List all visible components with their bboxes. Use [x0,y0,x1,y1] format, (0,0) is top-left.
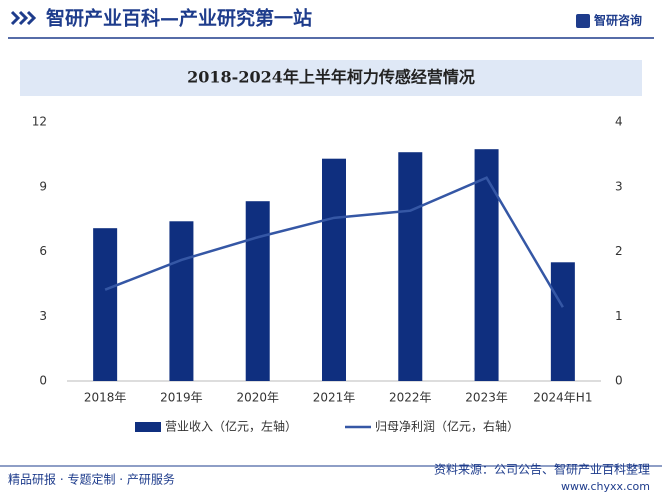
bar [169,221,194,381]
footer-source: 资料来源：公司公告、智研产业百科整理 [434,462,650,477]
x-tick-label: 2022年 [389,391,432,405]
bar [398,152,423,381]
y2-tick-label: 2 [615,244,623,258]
chart-title: 2018-2024年上半年柯力传感经营情况 [187,68,475,87]
y2-tick-label: 3 [615,179,623,193]
bar [245,201,270,381]
legend-swatch [135,422,161,432]
x-tick-label: 2023年 [465,391,508,405]
y-tick-label: 0 [39,374,47,388]
footer-left: 精品研报 · 专题定制 · 产研服务 [8,472,175,487]
y-tick-label: 12 [32,115,47,129]
x-tick-label: 2018年 [84,391,127,405]
y2-tick-label: 0 [615,374,623,388]
y2-tick-label: 1 [615,309,623,323]
footer [0,465,662,497]
logo-text: 智研咨询 [593,13,642,28]
bar [550,262,575,381]
footer-url: www.chyxx.com [561,480,650,493]
x-tick-label: 2021年 [313,391,356,405]
x-tick-label: 2024年H1 [533,391,592,405]
legend-label: 归母净利润（亿元，右轴） [375,419,519,434]
x-tick-label: 2019年 [160,391,203,405]
y2-tick-label: 4 [615,115,623,129]
chevrons [10,10,37,26]
y-tick-label: 3 [39,309,47,323]
bar [322,158,346,381]
line [104,176,564,308]
bar [93,228,118,381]
y-tick-label: 6 [39,244,47,258]
x-tick-label: 2020年 [236,391,279,405]
legend-label: 营业收入（亿元，左轴） [165,419,297,434]
logo-icon [576,14,590,28]
site-title: 智研产业百科—产业研究第一站 [46,7,312,30]
y-tick-label: 9 [39,179,47,193]
bar [474,149,499,381]
title-box [20,60,642,96]
